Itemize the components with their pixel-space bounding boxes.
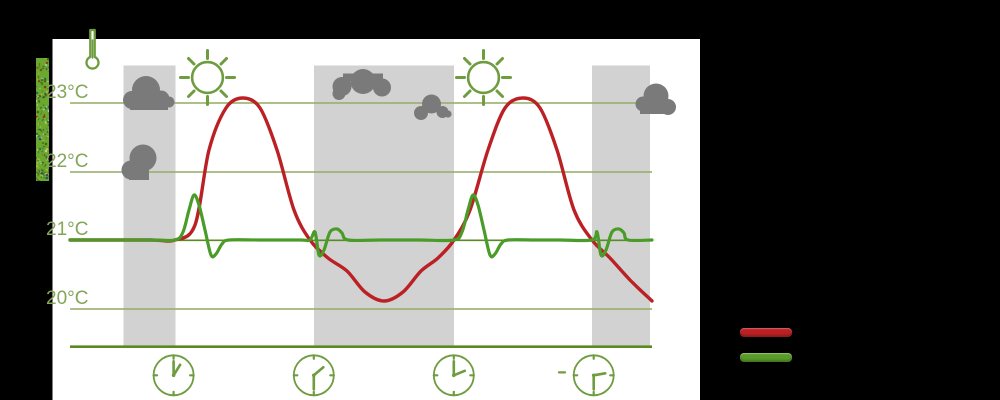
svg-text:22°C: 22°C (46, 151, 88, 172)
svg-text:20°C: 20°C (46, 288, 88, 309)
svg-text:23°C: 23°C (46, 82, 88, 103)
svg-text:21°C: 21°C (46, 219, 88, 240)
